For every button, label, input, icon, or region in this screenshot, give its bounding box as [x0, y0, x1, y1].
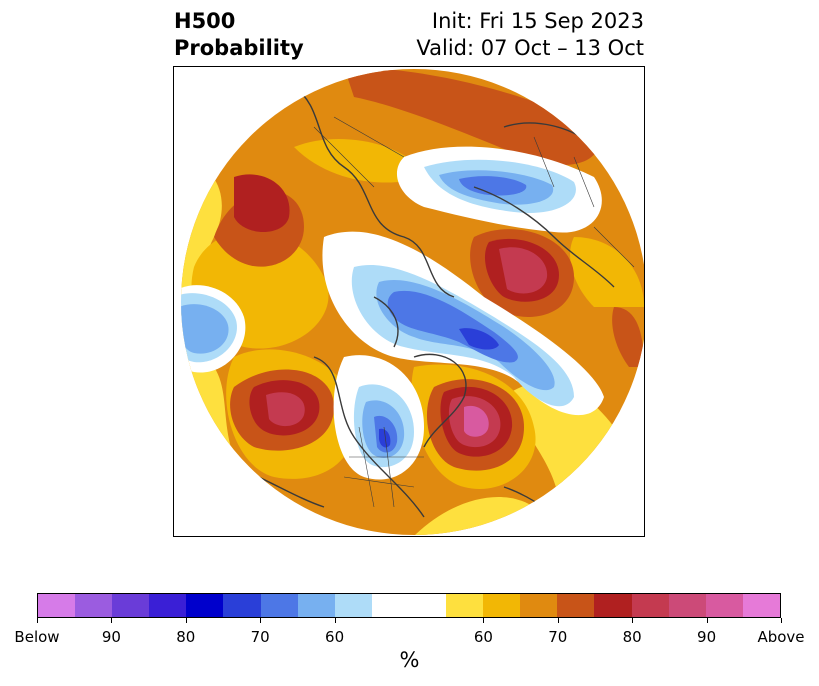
colorbar-segment — [483, 594, 521, 617]
colorbar-tick-label: 90 — [101, 628, 121, 646]
probability-map — [181, 69, 644, 535]
map-disc — [181, 69, 644, 535]
colorbar-tick-label: 60 — [473, 628, 493, 646]
blue-region-pacific — [181, 304, 229, 354]
colorbar-tick-label: 90 — [697, 628, 717, 646]
colorbar-segment — [446, 594, 484, 617]
colorbar-segment — [223, 594, 261, 617]
rose-core-scandinavia — [499, 247, 548, 294]
deepblue-core-north-america — [379, 428, 391, 448]
colorbar-segment — [668, 594, 706, 617]
colorbar-tick-label: Above — [757, 628, 805, 646]
colorbar-tick-mark — [111, 618, 113, 623]
colorbar-tick-mark — [37, 618, 38, 623]
variable-label: H500 — [174, 9, 236, 33]
colorbar-tick-label: 80 — [622, 628, 642, 646]
colorbar-segment — [38, 594, 76, 617]
map-panel — [173, 66, 645, 537]
colorbar-segment — [557, 594, 595, 617]
product-label: Probability — [174, 36, 304, 60]
colorbar-tick-label: 80 — [176, 628, 196, 646]
deepblue-core-polar — [459, 328, 499, 350]
colorbar-segment — [705, 594, 743, 617]
rust-region-east-edge — [612, 307, 644, 367]
colorbar-segment — [334, 594, 372, 617]
colorbar-tick-mark — [185, 618, 187, 623]
colorbar-tick-mark — [632, 618, 634, 623]
pink-core-atlantic — [464, 405, 489, 437]
gold-region-eurasia — [570, 237, 644, 307]
midblue-region-arctic — [459, 176, 527, 196]
colorbar-segment — [520, 594, 558, 617]
colorbar-segment — [742, 594, 780, 617]
colorbar-tick-mark — [483, 618, 485, 623]
rose-core-pacific — [266, 392, 305, 427]
colorbar-tick-mark — [706, 618, 708, 623]
colorbar-segment — [149, 594, 187, 617]
colorbar-tick-label: 60 — [325, 628, 345, 646]
title-left: H500 Probability — [174, 8, 304, 62]
red-core-northwest — [234, 174, 290, 232]
colorbar-ticks: Below 90 80 70 60 60 70 80 90 Above — [14, 618, 805, 646]
colorbar-tick-label: 70 — [548, 628, 568, 646]
title-right: Init: Fri 15 Sep 2023 Valid: 07 Oct – 13… — [416, 8, 644, 62]
init-label: Init: Fri 15 Sep 2023 — [431, 9, 644, 33]
colorbar-tick-label: Below — [14, 628, 60, 646]
colorbar-segment — [112, 594, 150, 617]
valid-label: Valid: 07 Oct – 13 Oct — [416, 36, 644, 60]
colorbar-tick-mark — [557, 618, 559, 623]
colorbar-tick-label: 70 — [250, 628, 270, 646]
colorbar — [37, 593, 781, 618]
colorbar-segment — [631, 594, 669, 617]
colorbar-segment — [594, 594, 632, 617]
colorbar-unit-label: % — [399, 648, 420, 672]
colorbar-tick-mark — [334, 618, 336, 623]
colorbar-segment — [371, 594, 447, 617]
colorbar-segment — [297, 594, 335, 617]
colorbar-segment — [186, 594, 224, 617]
colorbar-tick-mark — [260, 618, 262, 623]
colorbar-segment — [260, 594, 298, 617]
colorbar-segment — [75, 594, 113, 617]
political-borders — [313, 116, 635, 508]
colorbar-tick-mark — [781, 618, 782, 623]
